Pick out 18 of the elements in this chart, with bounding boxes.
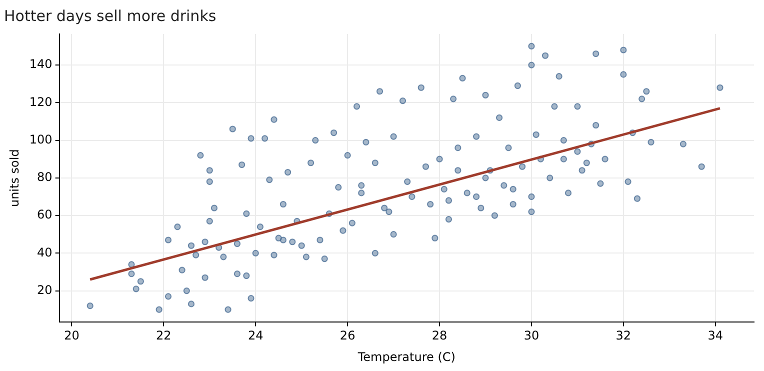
y-tick-label: 20 [37, 282, 52, 297]
y-tick-label: 140 [29, 57, 52, 72]
x-tick-label: 24 [248, 328, 264, 343]
y-tick-label: 120 [29, 94, 52, 109]
x-tick-label: 22 [156, 328, 172, 343]
x-tick-label: 32 [616, 328, 632, 343]
y-tick-label: 40 [37, 245, 52, 260]
x-axis-title: Temperature (C) [356, 350, 456, 364]
y-tick-label: 80 [37, 170, 52, 184]
y-tick-label: 60 [37, 208, 52, 222]
y-axis-title: units sold [7, 149, 22, 208]
x-tick-label: 20 [64, 328, 80, 343]
x-tick-label: 34 [708, 328, 724, 343]
chart-title: Hotter days sell more drinks [4, 6, 216, 25]
y-tick-label: 100 [29, 132, 52, 146]
x-tick-label: 30 [524, 328, 540, 343]
x-tick-label: 26 [340, 328, 356, 343]
x-tick-label: 28 [432, 328, 448, 343]
